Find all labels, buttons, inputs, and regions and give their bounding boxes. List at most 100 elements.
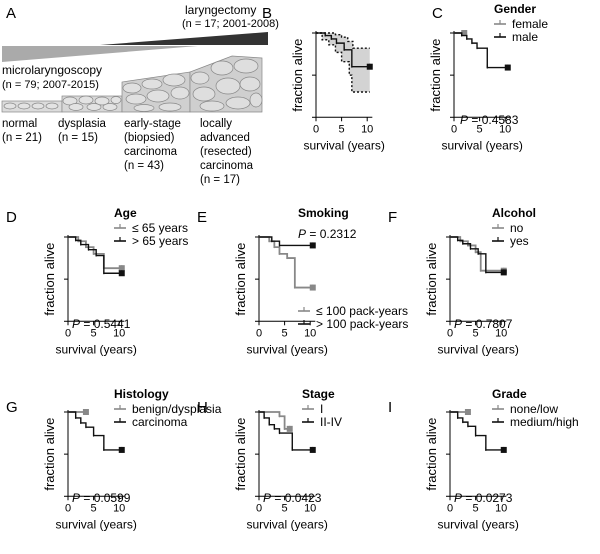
censor-end-marker-d-0 [118, 265, 125, 272]
confidence-band-b [316, 33, 370, 92]
panel-title-d: Age [114, 206, 137, 220]
legend-label-c-1: male [512, 30, 538, 44]
stage-label-locally-advanced: locally advanced (resected) carcinoma (n… [200, 118, 256, 186]
microlaryngoscopy-wedge [2, 46, 198, 62]
censor-end-marker-e-1 [309, 242, 316, 249]
x-tick-label-e: 5 [282, 327, 288, 339]
p-value-h: P = 0.0423 [263, 491, 322, 505]
censor-end-marker-e-0 [309, 284, 316, 291]
panel-letter-i: I [388, 399, 392, 416]
km-panel-d: D 0 5 10 survival (years) fraction alive Age≤ … [6, 206, 188, 356]
km-panel-i: I 0 5 10 survival (years) fraction alive Grade… [388, 387, 579, 531]
panel-a-letter: A [6, 5, 16, 22]
x-tick-label-g: 0 [65, 502, 71, 514]
x-axis-label-h: survival (years) [246, 517, 327, 531]
panel-letter-f: F [388, 209, 397, 226]
x-axis-label-e: survival (years) [246, 342, 327, 356]
censor-end-marker-c-0 [461, 30, 468, 36]
km-panel-b: B 0 5 10 survival (years) fraction alive [262, 5, 385, 152]
p-number-i: = 0.0273 [462, 491, 513, 505]
panel-letter-g: G [6, 399, 18, 416]
legend-label-h-0: I [320, 402, 323, 416]
km-curve-e-0 [259, 236, 313, 289]
p-symbol-g: P [72, 491, 80, 505]
x-tick-label-i: 0 [447, 502, 453, 514]
panel-title-f: Alcohol [492, 206, 536, 220]
p-symbol-f: P [454, 317, 462, 331]
x-tick-label-h: 5 [282, 502, 288, 514]
km-curve-b-2 [316, 32, 370, 93]
x-tick-label-b: 5 [339, 123, 345, 135]
p-value-f: P = 0.7807 [454, 317, 513, 331]
x-tick-label-c: 5 [477, 123, 483, 135]
p-number-h: = 0.0423 [271, 491, 322, 505]
km-panel-f: F 0 5 10 survival (years) fraction alive Alcoh… [388, 206, 536, 356]
laryngectomy-label: laryngectomy [185, 3, 256, 17]
x-tick-label-g: 5 [91, 502, 97, 514]
laryngectomy-wedge [100, 32, 268, 45]
panel-title-c: Gender [494, 2, 536, 16]
p-value-c: P = 0.4583 [460, 113, 519, 127]
p-number-e: = 0.2312 [306, 227, 357, 241]
x-tick-label-h: 0 [256, 502, 262, 514]
legend-label-d-1: > 65 years [132, 234, 188, 248]
x-tick-label-i: 5 [473, 502, 479, 514]
p-value-g: P = 0.0599 [72, 491, 131, 505]
y-axis-label-h: fraction alive [233, 418, 248, 491]
x-tick-label-c: 10 [499, 123, 511, 135]
censor-end-marker-i-0 [464, 409, 471, 415]
panel-a: A laryngectomy (n = 17; 2001-2008) micro… [1, 3, 279, 186]
km-curve-h-1 [259, 411, 313, 451]
censor-end-marker-b-0 [366, 63, 373, 70]
x-tick-label-e: 10 [304, 327, 316, 339]
legend-label-g-0: benign/dysplasia [132, 402, 222, 416]
p-number-g: = 0.0599 [80, 491, 131, 505]
censor-end-marker-g-1 [118, 446, 125, 453]
km-panel-h: H 0 5 10 survival (years) fraction alive Stage… [197, 387, 342, 531]
km-curve-f-1 [450, 236, 504, 274]
km-curve-c-1 [454, 32, 508, 69]
y-axis-label-i: fraction alive [424, 418, 439, 491]
km-curve-e-1 [259, 236, 313, 247]
x-tick-label-i: 10 [495, 502, 507, 514]
x-axis-label-d: survival (years) [55, 342, 136, 356]
x-axis-label-g: survival (years) [55, 517, 136, 531]
p-symbol-h: P [263, 491, 271, 505]
legend-label-c-0: female [512, 17, 548, 31]
censor-end-marker-i-1 [500, 446, 507, 453]
x-axis-label-i: survival (years) [437, 517, 518, 531]
p-number-d: = 0.5441 [80, 317, 131, 331]
x-axis-label-c: survival (years) [441, 138, 522, 152]
km-curve-h-0 [259, 411, 290, 430]
stage-label-normal: normal (n = 21) [2, 118, 42, 144]
microlaryngoscopy-note: (n = 79; 2007-2015) [2, 79, 99, 91]
x-axis-label-f: survival (years) [437, 342, 518, 356]
tissue-illustration [1, 55, 263, 113]
legend-label-e-0: ≤ 100 pack-years [316, 304, 408, 318]
x-tick-label-f: 5 [473, 327, 479, 339]
legend-label-f-0: no [510, 221, 524, 235]
panel-letter-c: C [432, 5, 443, 22]
legend-label-i-0: none/low [510, 402, 558, 416]
legend-label-f-1: yes [510, 234, 529, 248]
panel-title-g: Histology [114, 387, 169, 401]
panel-letter-b: B [262, 5, 272, 22]
x-tick-label-d: 5 [91, 327, 97, 339]
x-axis-label-b: survival (years) [303, 138, 384, 152]
km-curve-b-1 [316, 32, 370, 49]
x-tick-label-f: 10 [495, 327, 507, 339]
p-value-i: P = 0.0273 [454, 491, 513, 505]
panel-letter-d: D [6, 209, 17, 226]
legend-label-e-1: > 100 pack-years [316, 317, 408, 331]
legend-label-i-1: medium/high [510, 415, 579, 429]
x-tick-label-g: 10 [113, 502, 125, 514]
censor-end-marker-g-0 [82, 409, 89, 415]
x-tick-label-f: 0 [447, 327, 453, 339]
x-tick-label-h: 10 [304, 502, 316, 514]
p-value-e: P = 0.2312 [298, 227, 357, 241]
p-symbol-e: P [298, 227, 306, 241]
laryngectomy-note: (n = 17; 2001-2008) [182, 18, 279, 30]
legend-label-h-1: II-IV [320, 415, 342, 429]
km-panel-g: G 0 5 10 survival (years) fraction alive Histo… [6, 387, 222, 531]
